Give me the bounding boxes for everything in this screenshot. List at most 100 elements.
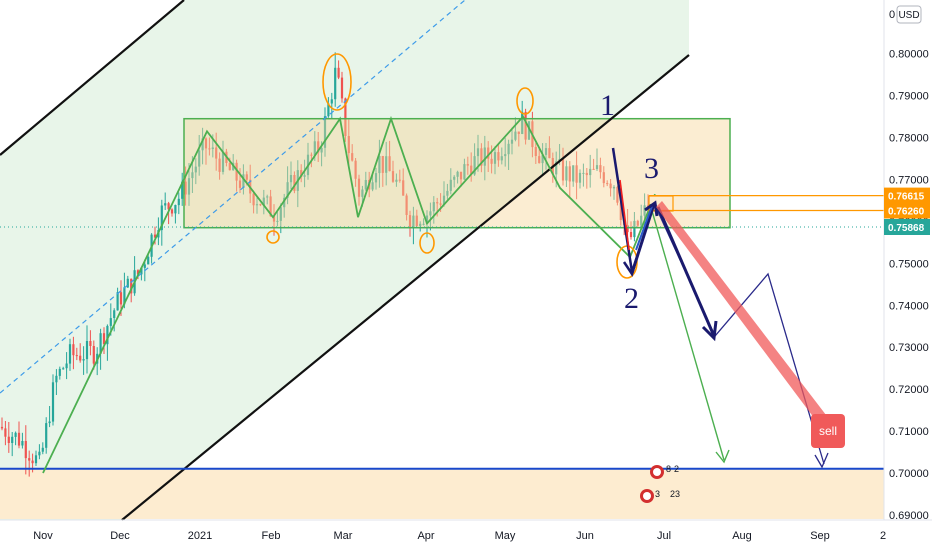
candle-body-111 [378,156,381,174]
candle-body-4 [14,432,17,437]
wave-down-arrowhead [701,320,718,342]
candle-body-2 [7,436,10,443]
candle-body-182 [619,202,622,220]
price-axis[interactable]: 0.800000.790000.780000.770000.760000.750… [889,49,929,522]
candle-body-177 [602,172,605,184]
candle-body-8 [28,458,31,461]
candle-body-165 [561,159,565,181]
candle-body-170 [578,172,582,183]
candle-body-129 [439,203,442,205]
navy-projection[interactable] [653,202,825,465]
top-circle-1 [322,53,352,111]
candle-body-37 [126,278,129,288]
candle-body-12 [41,447,44,452]
price-tick-0: 0.80000 [889,49,929,61]
candle-body-67 [228,163,231,171]
candle-body-130 [442,195,446,205]
bottom-circle-1 [266,230,280,244]
candle-body-94 [320,147,323,153]
candle-body-158 [538,156,541,164]
candle-body-78 [266,196,269,198]
price-tick-3: 0.77000 [889,175,929,187]
candle-body-104 [354,160,357,179]
candle-body-50 [170,209,174,214]
candle-body-155 [527,121,531,140]
demand-zone [0,469,884,519]
candle-body-141 [480,148,483,166]
candle-body-135 [459,171,463,180]
candle-body-115 [391,171,395,182]
candle-body-166 [565,166,568,181]
currency-box[interactable] [896,5,922,24]
candle-body-179 [609,183,612,189]
candle-body-132 [449,179,452,191]
event-badge-lower-text-a: 3 [655,489,660,499]
candle-body-27 [92,346,95,364]
candle-body-75 [255,204,259,206]
candle-body-69 [235,162,238,181]
price-label-0: 0.76615 [888,192,925,203]
candle-body-81 [276,220,279,222]
candle-body-3 [11,436,14,443]
candle-body-36 [123,287,126,305]
wave-down-arrow[interactable] [656,206,716,337]
candle-body-63 [215,147,218,159]
candle-body-72 [245,174,248,180]
candle-body-54 [184,181,187,195]
candle-body-40 [136,270,140,275]
channel-midline[interactable] [0,0,466,394]
range-box[interactable] [183,117,731,229]
event-badge-lower[interactable]: 3 23 [640,489,680,503]
candle-body-13 [45,423,48,448]
candle-body-52 [177,198,180,206]
candle-body-62 [211,147,214,149]
event-badge-upper[interactable]: 8 2 [650,464,679,479]
price-label-2: 0.75868 [888,223,925,234]
candle-body-21 [72,344,75,356]
candle-body-95 [323,116,327,148]
wave-1-2-arrow[interactable] [611,147,634,273]
candle-body-71 [242,174,245,188]
wave-up-arrow-2 [635,205,653,251]
channel-lower-line[interactable] [121,54,690,521]
candle-body-126 [429,211,432,216]
candle-body-117 [398,179,401,181]
candle-body-82 [279,207,282,221]
candle-body-160 [544,148,548,155]
candle-body-80 [272,216,276,222]
candle-body-110 [374,173,378,183]
sell-arrow[interactable] [656,201,836,434]
candle-body-70 [238,180,242,188]
candle-body-149 [507,143,510,155]
candle-body-163 [555,161,558,175]
candle-body-154 [524,111,527,140]
candle-body-113 [385,156,388,173]
candle-body-32 [109,318,112,326]
wave-1-2-arrow-red [619,179,630,251]
green-projection[interactable] [649,203,725,461]
candle-body-97 [330,99,333,104]
candle-body-106 [361,189,364,197]
channel-upper-line[interactable] [0,0,185,156]
candle-body-119 [405,195,408,215]
candle-body-11 [38,451,41,456]
candle-body-77 [262,197,265,206]
candle-body-105 [357,178,361,197]
candle-body-185 [629,232,633,238]
candle-body-14 [48,421,51,424]
candle-body-6 [21,441,24,446]
candle-body-116 [395,179,398,182]
time-tick-8: Jul [657,530,671,542]
candle-body-29 [99,333,102,354]
candle-body-61 [208,148,211,150]
candle-body-9 [31,460,34,464]
sell-label: sell [819,424,837,438]
zigzag-line[interactable] [42,115,656,474]
wave-up-arrowhead [644,200,659,217]
time-axis[interactable]: Nov Dec 2021 Feb Mar Apr May Jun Jul Aug Sep [33,530,830,542]
sell-badge[interactable] [811,414,845,448]
candle-body-100 [340,77,344,99]
candle-body-65 [221,151,225,172]
